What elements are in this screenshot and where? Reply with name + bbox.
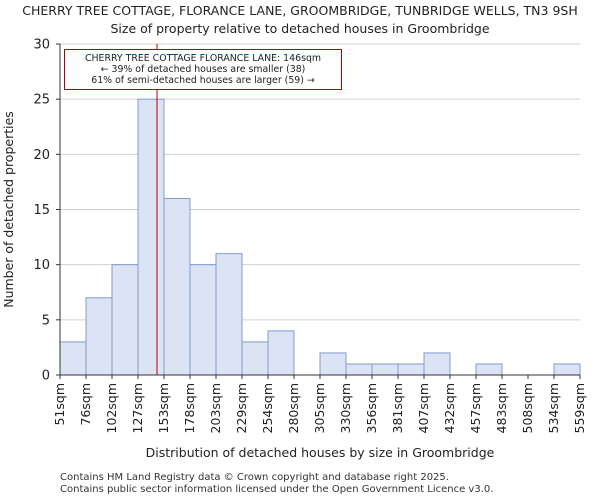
x-tick-label: 153sqm — [156, 383, 171, 433]
histogram-bar — [241, 341, 269, 376]
chart-subtitle: Size of property relative to detached ho… — [110, 21, 490, 36]
histogram-bar — [267, 330, 295, 376]
x-tick-label: 280sqm — [286, 383, 301, 433]
x-tick-label: 483sqm — [494, 383, 509, 433]
x-tick-label: 76sqm — [78, 383, 93, 426]
annotation-line-1: CHERRY TREE COTTAGE FLORANCE LANE: 146sq… — [84, 53, 322, 64]
histogram-bar — [137, 98, 165, 376]
y-tick-label: 5 — [42, 313, 50, 328]
x-tick-label: 178sqm — [182, 383, 197, 433]
y-axis-label: Number of detached properties — [1, 111, 16, 308]
x-tick-label: 356sqm — [364, 383, 379, 433]
histogram-bar — [553, 363, 581, 376]
footer-copyright: Contains HM Land Registry data © Crown c… — [60, 472, 449, 483]
x-tick-label: 229sqm — [234, 383, 249, 433]
x-tick-label: 203sqm — [208, 383, 223, 433]
x-tick-label: 407sqm — [416, 383, 431, 433]
histogram-bar — [397, 363, 425, 376]
histogram-bar — [215, 253, 243, 376]
footer-licence: Contains public sector information licen… — [60, 484, 494, 495]
x-tick-label: 305sqm — [312, 383, 327, 433]
y-tick-label: 20 — [33, 148, 50, 163]
x-tick-label: 330sqm — [338, 383, 353, 433]
x-axis-label: Distribution of detached houses by size … — [146, 445, 495, 460]
histogram-bar — [371, 363, 399, 376]
x-tick-label: 559sqm — [572, 383, 587, 433]
histogram-bar — [319, 352, 347, 376]
chart-title: CHERRY TREE COTTAGE, FLORANCE LANE, GROO… — [22, 3, 578, 18]
y-tick-label: 0 — [42, 369, 50, 384]
x-tick-label: 534sqm — [546, 383, 561, 433]
histogram-bar — [345, 363, 373, 376]
x-tick-label: 51sqm — [52, 383, 67, 426]
x-tick-label: 381sqm — [390, 383, 405, 433]
histogram-bar — [85, 297, 113, 376]
x-tick-label: 508sqm — [520, 383, 535, 433]
annotation-box: CHERRY TREE COTTAGE FLORANCE LANE: 146sq… — [64, 49, 342, 90]
y-tick-label: 30 — [33, 38, 50, 53]
histogram-bar — [475, 363, 503, 376]
x-tick-label: 127sqm — [130, 383, 145, 433]
histogram-bar — [423, 352, 451, 376]
x-tick-label: 457sqm — [468, 383, 483, 433]
x-tick-label: 102sqm — [104, 383, 119, 433]
histogram-bar — [189, 264, 217, 376]
histogram-bar — [59, 341, 87, 376]
x-tick-label: 254sqm — [260, 383, 275, 433]
y-tick-label: 10 — [33, 258, 50, 273]
histogram-bar — [163, 197, 191, 376]
histogram-bar — [111, 264, 139, 376]
annotation-line-2: ← 39% of detached houses are smaller (38… — [100, 64, 306, 75]
y-tick-label: 25 — [33, 93, 50, 108]
y-tick-label: 15 — [33, 203, 50, 218]
annotation-line-3: 61% of semi-detached houses are larger (… — [91, 75, 315, 86]
x-tick-label: 432sqm — [442, 383, 457, 433]
